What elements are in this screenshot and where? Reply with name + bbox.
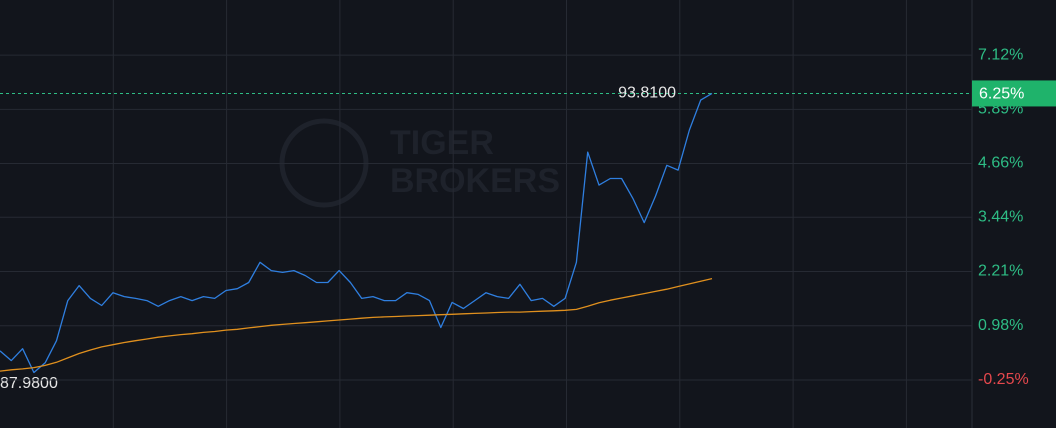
- watermark: TIGER BROKERS: [279, 118, 560, 208]
- y-tick-label: 7.12%: [978, 46, 1023, 63]
- last-price-label: 93.8100: [618, 85, 676, 102]
- y-tick-label: -0.25%: [978, 371, 1029, 388]
- last-price-tag: [972, 80, 1056, 107]
- y-tick-label: 2.21%: [978, 263, 1023, 280]
- last-change-label: 6.25%: [979, 86, 1024, 103]
- low-price-label: 87.9800: [0, 375, 58, 392]
- series-line: [0, 277, 713, 372]
- watermark-text: BROKERS: [390, 162, 560, 200]
- y-tick-label: 0.98%: [978, 317, 1023, 334]
- series-line: [0, 92, 713, 374]
- watermark-text: TIGER: [390, 124, 494, 162]
- watermark-logo: [279, 118, 369, 208]
- vertical-grid: [112, 0, 907, 428]
- y-tick-label: 3.44%: [978, 209, 1023, 226]
- y-tick-label: 4.66%: [978, 155, 1023, 172]
